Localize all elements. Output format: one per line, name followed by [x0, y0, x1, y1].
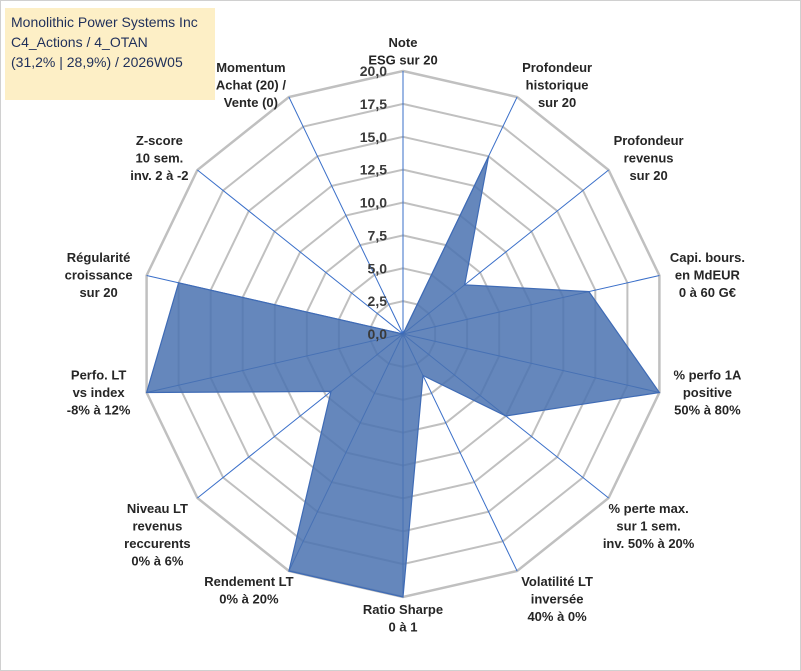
- radar-series: [145, 156, 661, 598]
- axis-label-11-line-1: croissance: [65, 268, 133, 283]
- axis-label-3-line-0: Capi. bours.: [670, 250, 745, 265]
- tick-label-8: 20,0: [360, 63, 387, 79]
- spoke-13: [288, 96, 404, 335]
- tick-label-7: 17,5: [360, 96, 387, 112]
- axis-label-10: Perfo. LT vs index -8% à 12%: [67, 367, 131, 417]
- radar-tick-labels: 0,0 2,5 5,0 7,5 10,0 12,5 15,0 17,5 20,0: [360, 63, 387, 342]
- axis-label-8-line-0: Rendement LT: [204, 574, 293, 589]
- axis-label-2-line-1: revenus: [624, 150, 674, 165]
- axis-label-9-line-1: revenus: [132, 519, 182, 534]
- tick-label-1: 2,5: [368, 293, 388, 309]
- axis-label-9: Niveau LT revenus reccurents 0% à 6%: [124, 501, 190, 569]
- axis-label-1: Profondeur historique sur 20: [522, 60, 592, 110]
- axis-label-1-line-0: Profondeur: [522, 60, 592, 75]
- axis-label-2: Profondeur revenus sur 20: [614, 133, 684, 183]
- axis-label-9-line-2: reccurents: [124, 536, 190, 551]
- axis-label-3-line-2: 0 à 60 G€: [679, 285, 736, 300]
- spoke-12: [197, 169, 404, 335]
- axis-label-5: % perte max. sur 1 sem. inv. 50% à 20%: [603, 501, 695, 551]
- tick-label-6: 15,0: [360, 129, 387, 145]
- axis-label-7-line-1: 0 à 1: [389, 620, 418, 635]
- axis-label-9-line-3: 0% à 6%: [131, 554, 183, 569]
- axis-label-13-line-1: Achat (20) /: [216, 77, 286, 92]
- axis-label-7-line-0: Ratio Sharpe: [363, 602, 443, 617]
- axis-label-8: Rendement LT 0% à 20%: [204, 574, 293, 607]
- category-label: C4_Actions / 4_OTAN: [11, 34, 148, 50]
- axis-label-4-line-0: % perfo 1A: [673, 367, 742, 382]
- series-polygon: [145, 156, 661, 598]
- axis-label-11-line-0: Régularité: [67, 250, 131, 265]
- axis-label-5-line-0: % perte max.: [608, 501, 688, 516]
- axis-label-12: Z-score 10 sem. inv. 2 à -2: [130, 133, 188, 183]
- axis-label-12-line-1: 10 sem.: [136, 150, 184, 165]
- tick-label-4: 10,0: [360, 195, 387, 211]
- axis-label-2-line-2: sur 20: [629, 168, 667, 183]
- axis-label-0-line-1: ESG sur 20: [368, 53, 437, 68]
- tick-label-0: 0,0: [368, 326, 388, 342]
- stats-label: (31,2% | 28,9%) / 2026W05: [11, 54, 183, 70]
- axis-label-10-line-1: vs index: [73, 385, 126, 400]
- axis-label-11-line-2: sur 20: [79, 285, 117, 300]
- axis-label-13-line-2: Vente (0): [224, 95, 278, 110]
- axis-label-3-line-1: en MdEUR: [675, 268, 741, 283]
- axis-label-8-line-1: 0% à 20%: [219, 592, 279, 607]
- axis-label-6-line-0: Volatilité LT: [521, 574, 593, 589]
- axis-label-1-line-1: historique: [526, 77, 589, 92]
- axis-label-13-line-0: Momentum: [216, 60, 285, 75]
- tick-label-3: 7,5: [368, 227, 388, 243]
- axis-label-9-line-0: Niveau LT: [127, 501, 188, 516]
- axis-label-4: % perfo 1A positive 50% à 80%: [673, 367, 742, 417]
- radar-axis-labels: Note ESG sur 20 Profondeur historique sur 20…: [65, 35, 745, 635]
- axis-label-1-line-2: sur 20: [538, 95, 576, 110]
- axis-label-11: Régularité croissance sur 20: [65, 250, 133, 300]
- axis-label-2-line-0: Profondeur: [614, 133, 684, 148]
- axis-label-0-line-0: Note: [389, 35, 418, 50]
- axis-label-0: Note ESG sur 20: [368, 35, 437, 68]
- axis-label-3: Capi. bours. en MdEUR 0 à 60 G€: [670, 250, 745, 300]
- axis-label-12-line-2: inv. 2 à -2: [130, 168, 188, 183]
- axis-label-10-line-2: -8% à 12%: [67, 402, 131, 417]
- axis-label-13: Momentum Achat (20) / Vente (0): [216, 60, 286, 110]
- axis-label-5-line-2: inv. 50% à 20%: [603, 536, 695, 551]
- axis-label-6-line-2: 40% à 0%: [527, 609, 587, 624]
- axis-label-6: Volatilité LT inversée 40% à 0%: [521, 574, 593, 624]
- axis-label-5-line-1: sur 1 sem.: [616, 519, 680, 534]
- tick-label-2: 5,0: [368, 260, 388, 276]
- axis-label-12-line-0: Z-score: [136, 133, 183, 148]
- axis-label-4-line-1: positive: [683, 385, 732, 400]
- info-box: Monolithic Power Systems Inc C4_Actions …: [5, 8, 215, 100]
- company-name: Monolithic Power Systems Inc: [11, 14, 198, 30]
- axis-label-4-line-2: 50% à 80%: [674, 402, 741, 417]
- axis-label-6-line-1: inversée: [531, 592, 584, 607]
- axis-label-10-line-0: Perfo. LT: [71, 367, 126, 382]
- tick-label-5: 12,5: [360, 162, 387, 178]
- axis-label-7: Ratio Sharpe 0 à 1: [363, 602, 443, 635]
